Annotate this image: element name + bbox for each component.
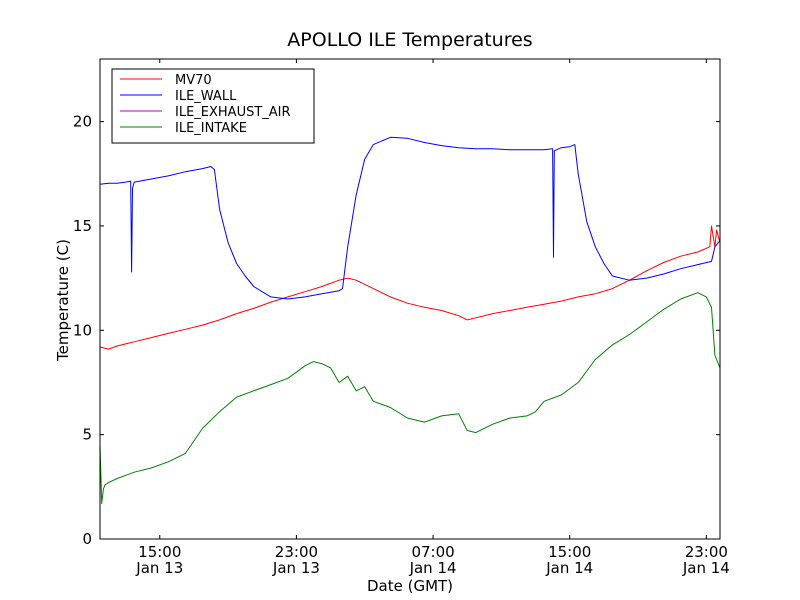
y-tick-label: 15 <box>73 217 92 235</box>
y-tick-label: 10 <box>73 321 92 339</box>
legend-box <box>111 68 315 144</box>
x-tick-time-label: 23:00 <box>685 543 728 561</box>
legend-entry-label: ILE_WALL <box>175 89 237 104</box>
series-line-mv70 <box>99 225 721 350</box>
x-tick-date-label: Jan 14 <box>545 559 593 577</box>
legend-entry-label: ILE_EXHAUST_AIR <box>175 105 291 120</box>
x-tick-date-label: Jan 13 <box>135 559 183 577</box>
series-line-ile-wall <box>99 136 721 300</box>
y-axis-label: Temperature (C) <box>54 239 72 362</box>
series-line-ile-intake <box>99 292 721 504</box>
y-tick-label: 20 <box>73 113 92 131</box>
x-tick-time-label: 07:00 <box>411 543 454 561</box>
x-tick-date-label: Jan 13 <box>272 559 320 577</box>
y-tick-label: 5 <box>82 426 92 444</box>
x-tick-date-label: Jan 14 <box>682 559 730 577</box>
legend-entry-label: MV70 <box>175 73 212 88</box>
plot-frame <box>99 58 721 540</box>
x-tick-time-label: 15:00 <box>548 543 591 561</box>
series-group <box>99 136 721 504</box>
x-tick-time-label: 23:00 <box>275 543 318 561</box>
x-tick-date-label: Jan 14 <box>409 559 457 577</box>
legend-entry-label: ILE_INTAKE <box>175 121 247 136</box>
y-tick-label: 0 <box>82 530 92 548</box>
chart-title: APOLLO ILE Temperatures <box>287 29 532 51</box>
x-axis-label: Date (GMT) <box>367 577 453 595</box>
x-tick-time-label: 15:00 <box>138 543 181 561</box>
